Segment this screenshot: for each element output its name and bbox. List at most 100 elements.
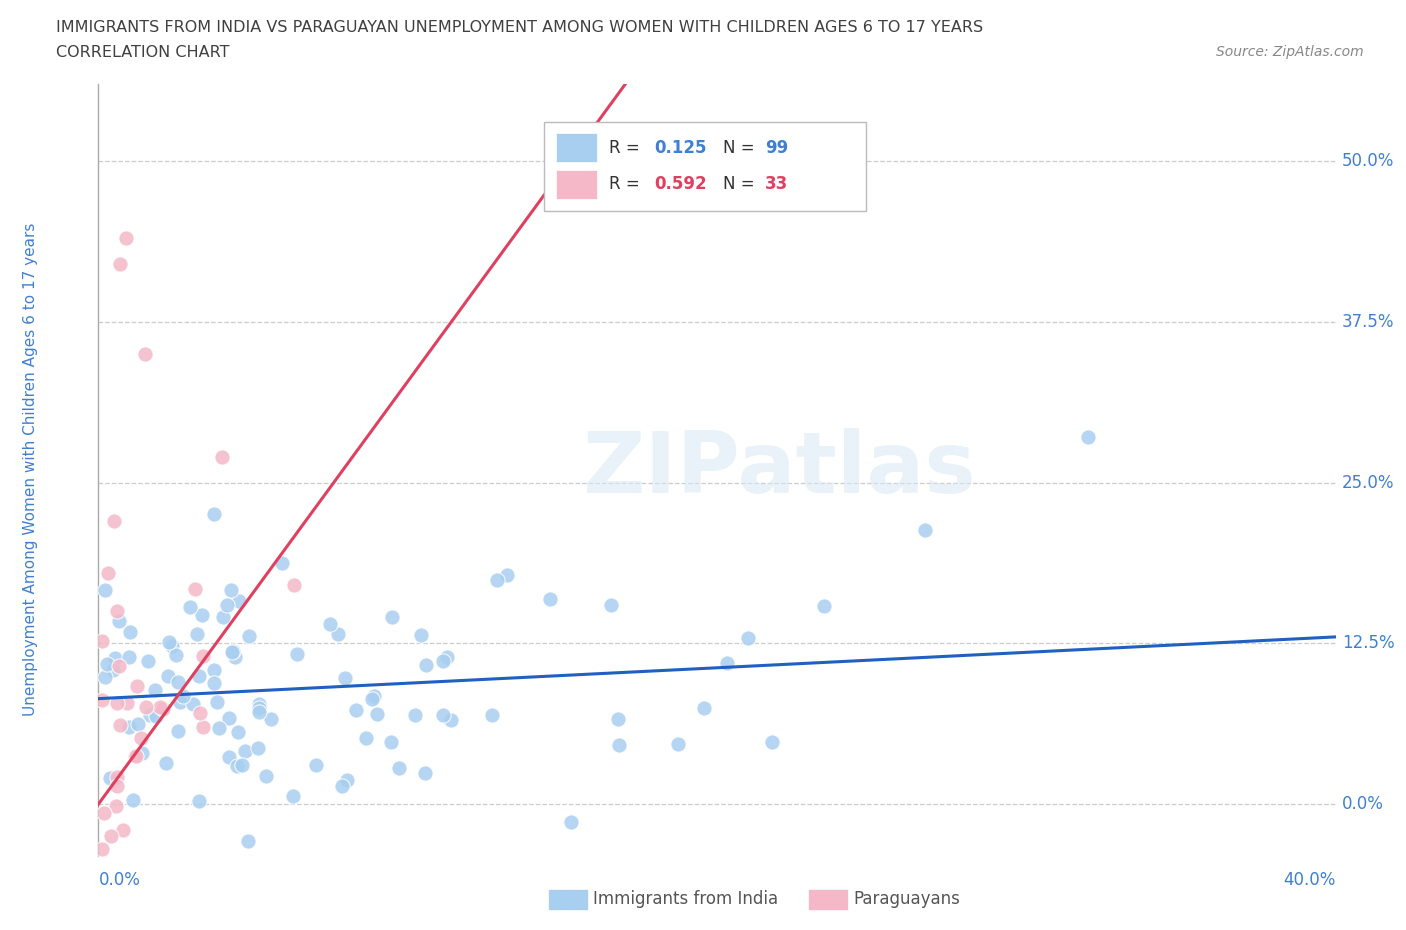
Text: 33: 33 [765, 175, 789, 193]
Text: 12.5%: 12.5% [1341, 634, 1395, 652]
Point [188, 669, 211, 684]
Point [432, 708, 454, 723]
Point [222, 644, 245, 658]
Point [115, 696, 138, 711]
FancyBboxPatch shape [544, 123, 866, 211]
Point [191, 608, 214, 623]
Text: Immigrants from India: Immigrants from India [593, 890, 779, 909]
Point [247, 705, 270, 720]
Point [165, 647, 187, 662]
Point [143, 683, 166, 698]
Point [336, 772, 359, 787]
Point [204, 675, 226, 690]
Point [600, 598, 623, 613]
Point [560, 815, 582, 830]
Text: 0.0%: 0.0% [1341, 795, 1384, 813]
Point [440, 713, 463, 728]
Point [152, 700, 174, 715]
Point [191, 720, 214, 735]
Point [207, 694, 229, 709]
Text: ZIPatlas: ZIPatlas [582, 428, 976, 512]
Point [103, 662, 125, 677]
Text: 25.0%: 25.0% [1341, 473, 1395, 492]
Point [333, 671, 356, 686]
Point [157, 669, 180, 684]
Point [105, 778, 128, 793]
Point [363, 688, 385, 703]
Point [319, 617, 342, 631]
Point [226, 724, 249, 739]
Text: N =: N = [723, 175, 761, 193]
Point [208, 721, 231, 736]
Point [93, 805, 115, 820]
Point [344, 703, 367, 718]
Point [167, 724, 190, 739]
Point [326, 627, 349, 642]
Text: 40.0%: 40.0% [1284, 871, 1336, 889]
Point [693, 700, 716, 715]
Point [90, 842, 112, 857]
Point [124, 749, 146, 764]
Point [105, 604, 128, 618]
Point [120, 625, 142, 640]
Point [149, 700, 172, 715]
Point [90, 633, 112, 648]
Point [115, 231, 138, 246]
Text: 37.5%: 37.5% [1341, 312, 1395, 331]
Point [104, 650, 127, 665]
Point [186, 627, 208, 642]
Point [211, 449, 233, 464]
Point [129, 731, 152, 746]
Point [716, 656, 738, 671]
Point [179, 600, 201, 615]
Point [181, 697, 204, 711]
Text: R =: R = [609, 139, 645, 157]
Point [737, 631, 759, 645]
Point [169, 695, 191, 710]
Point [666, 737, 689, 751]
Point [108, 718, 131, 733]
Point [388, 760, 411, 775]
Point [411, 628, 433, 643]
Point [228, 593, 250, 608]
Point [380, 735, 402, 750]
Point [283, 578, 305, 592]
Point [486, 573, 509, 588]
Point [90, 693, 112, 708]
Point [96, 657, 118, 671]
Point [190, 706, 212, 721]
Point [247, 697, 270, 711]
Point [131, 746, 153, 761]
Text: 0.592: 0.592 [654, 175, 707, 193]
Point [191, 648, 214, 663]
Point [254, 768, 277, 783]
Point [100, 829, 122, 844]
Point [157, 635, 180, 650]
Point [354, 730, 377, 745]
Point [761, 735, 783, 750]
Point [105, 769, 128, 784]
Point [217, 598, 239, 613]
Point [606, 711, 628, 726]
Point [330, 778, 353, 793]
Point [212, 609, 235, 624]
Point [134, 347, 156, 362]
Point [139, 707, 162, 722]
Point [172, 689, 194, 704]
Point [225, 758, 247, 773]
Point [125, 749, 148, 764]
Bar [557, 170, 598, 200]
Point [112, 822, 135, 837]
Text: 50.0%: 50.0% [1341, 152, 1395, 170]
Point [103, 513, 125, 528]
Point [160, 639, 183, 654]
Point [1077, 430, 1099, 445]
Point [361, 692, 384, 707]
Point [136, 654, 159, 669]
Point [152, 701, 174, 716]
Point [231, 758, 253, 773]
Point [184, 581, 207, 596]
Text: 0.0%: 0.0% [98, 871, 141, 889]
Point [204, 507, 226, 522]
Point [404, 708, 426, 723]
